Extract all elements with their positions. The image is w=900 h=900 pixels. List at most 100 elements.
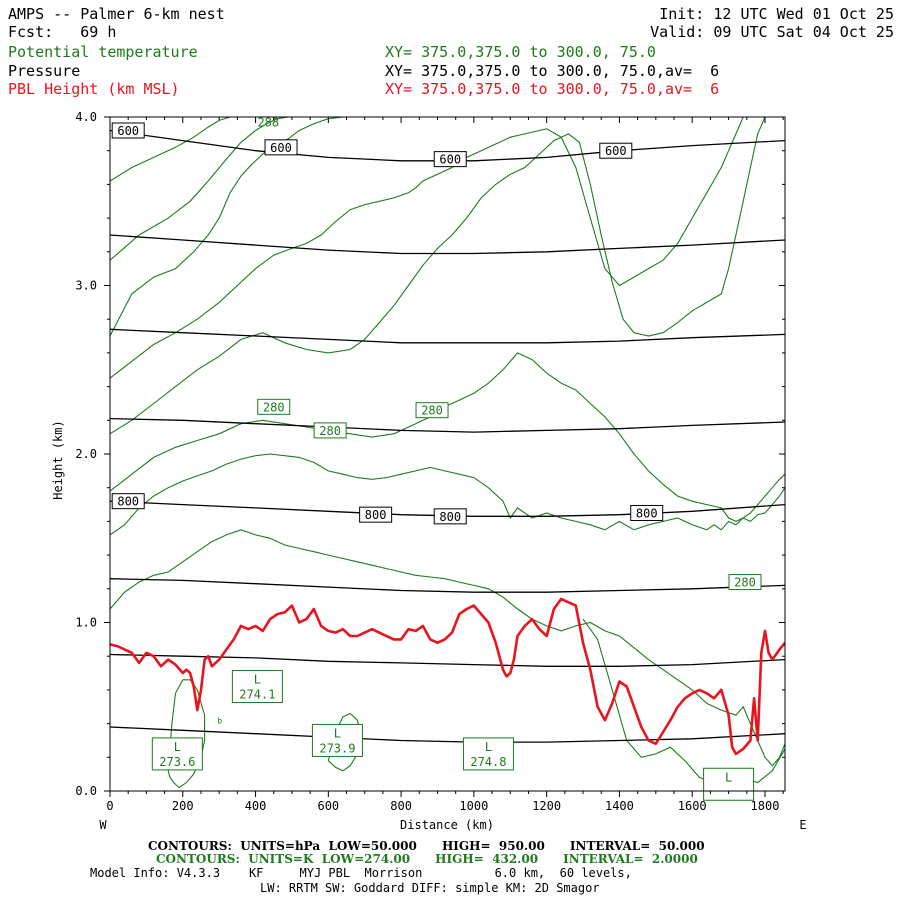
theta-contour-line (167, 679, 206, 789)
low-label-value: 274.8 (470, 755, 506, 769)
model-title: AMPS -- Palmer 6-km nest (8, 5, 225, 23)
x-axis-label: Distance (km) (400, 818, 494, 832)
west-label: W (99, 818, 107, 832)
valid-time: Valid: 09 UTC Sat 04 Oct 25 (650, 23, 894, 41)
y-tick-label: 0.0 (75, 784, 97, 798)
x-tick-label: 800 (390, 799, 412, 813)
theta-label: 280 (734, 576, 756, 590)
theta-label-box (728, 574, 762, 591)
theta-label: 280 (263, 400, 285, 414)
pressure-label-box (433, 508, 467, 525)
footer-p-high-label: HIGH= (441, 839, 491, 853)
theta-contours (110, 117, 785, 789)
footer-pressure-contours: CONTOURS: UNITS=hPa LOW=50.000 HIGH= 950… (148, 839, 705, 853)
footer-t-int-label: INTERVAL= (563, 852, 644, 866)
pressure-contour-line (110, 328, 785, 344)
x-tick-label: 1800 (751, 799, 780, 813)
field-theta-xy: XY= 375.0,375.0 to 300.0, 75.0 (385, 43, 656, 61)
init-time: Init: 12 UTC Wed 01 Oct 25 (659, 5, 894, 23)
low-label-box (311, 723, 363, 757)
pressure-contour-line (110, 578, 785, 593)
theta-label: 280 (319, 424, 341, 438)
theta-small-label: b (217, 717, 222, 726)
x-tick-label: 0 (106, 799, 113, 813)
pressure-label-box (111, 493, 145, 510)
low-label-letter: L (485, 740, 492, 754)
pressure-label-box (111, 122, 145, 139)
footer-t-high-label: HIGH= (435, 852, 484, 866)
pressure-label-box (599, 142, 633, 159)
contour-labels: 600 600 600 600 800 800 800 800 288 280 280 280 280 b… (111, 116, 762, 801)
footer-t-low: 274.00 (364, 852, 411, 866)
x-tick-label: 600 (317, 799, 339, 813)
low-label-letter: L (334, 726, 341, 740)
low-label-value: 274.1 (239, 688, 275, 702)
low-label-letter: L (254, 673, 261, 687)
pressure-label: 600 (270, 141, 292, 155)
x-tick-label: 400 (245, 799, 267, 813)
pressure-label-box (359, 506, 393, 523)
field-pressure-name: Pressure (8, 62, 81, 80)
fcst-label: Fcst: (8, 23, 54, 41)
low-label-value: 273.6 (159, 755, 195, 769)
low-label-box (151, 737, 203, 771)
theta-contour-line (110, 117, 785, 435)
low-label-box (703, 767, 755, 801)
y-axis-label: Height (km) (51, 420, 65, 499)
pressure-label: 800 (439, 510, 461, 524)
x-tick-label: 200 (172, 799, 194, 813)
pressure-label-box (264, 139, 298, 156)
footer-p-low: 50.000 (370, 839, 417, 853)
theta-contour-line (110, 117, 380, 337)
theta-contour-line (110, 117, 300, 182)
footer-t-int: 2.0000 (651, 852, 698, 866)
pressure-label: 600 (439, 153, 461, 167)
theta-contour-line (110, 352, 785, 523)
x-tick-label: 1200 (532, 799, 561, 813)
pbl-series (110, 597, 785, 756)
pressure-label: 800 (365, 508, 387, 522)
footer-p-int: 50.000 (658, 839, 705, 853)
plot-frame (109, 116, 786, 792)
pressure-contour-line (110, 726, 785, 743)
pressure-label: 800 (117, 495, 139, 509)
footer-t-high: 432.00 (492, 852, 539, 866)
pressure-label: 600 (605, 144, 627, 158)
x-tick-label: 1600 (678, 799, 707, 813)
east-label: E (799, 818, 806, 832)
field-pbl-xy: XY= 375.0,375.0 to 300.0, 75.0,av= 6 (385, 80, 720, 98)
footer-p-high: 950.00 (498, 839, 545, 853)
low-label-letter: L (725, 770, 732, 784)
pbl-height-line (110, 597, 785, 756)
footer-p-int-label: INTERVAL= (569, 839, 651, 853)
x-tick-label: 1400 (605, 799, 634, 813)
footer-t-prefix: CONTOURS: UNITS=K LOW= (156, 852, 365, 866)
y-tick-label: 4.0 (75, 110, 97, 124)
pressure-label: 800 (636, 506, 658, 520)
pressure-contour-line (110, 234, 785, 255)
y-tick-label: 1.0 (75, 616, 97, 630)
y-tick-label: 2.0 (75, 447, 97, 461)
pressure-label-box (630, 504, 664, 521)
field-pbl-name: PBL Height (km MSL) (8, 80, 180, 98)
footer-model-info: Model Info: V4.3.3 KF MYJ PBL Morrison 6… (90, 866, 632, 880)
x-tick-label: 1000 (459, 799, 488, 813)
low-label-box (462, 737, 514, 771)
theta-contour-line (110, 117, 785, 379)
axes: 0 200 400 600 800 1000 1200 1400 1600 1800 0.0 1.0 2… (75, 110, 785, 813)
low-label-box (231, 670, 283, 704)
footer-theta-contours: CONTOURS: UNITS=K LOW=274.00 HIGH= 432.0… (156, 852, 698, 866)
theta-label: 280 (421, 404, 443, 418)
low-label-value: 273.9 (319, 741, 355, 755)
theta-contour-line (110, 117, 314, 261)
theta-label-box (415, 402, 449, 419)
footer-p-prefix: CONTOURS: UNITS=hPa LOW= (148, 839, 371, 853)
theta-contour-line (110, 453, 785, 536)
field-pressure-xy: XY= 375.0,375.0 to 300.0, 75.0,av= 6 (385, 62, 720, 80)
low-label-letter: L (174, 740, 181, 754)
pressure-contours (110, 129, 785, 743)
pressure-contour-line (110, 417, 785, 433)
theta-label-box (257, 398, 291, 415)
fcst-value: 69 h (80, 23, 117, 41)
